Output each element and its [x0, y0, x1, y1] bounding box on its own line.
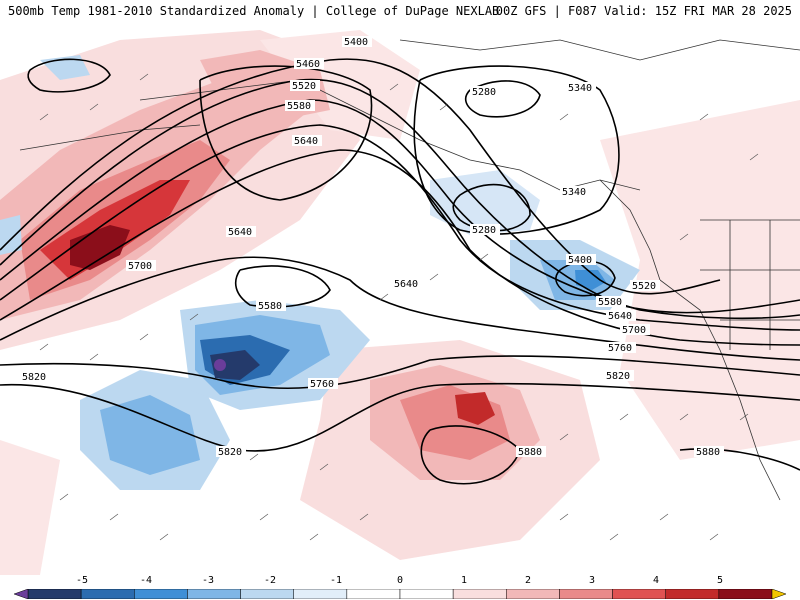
contour-label: 5880 [518, 447, 542, 458]
contour-5340 [413, 65, 620, 235]
colorbar-tick: -5 [75, 575, 89, 586]
cold-anomaly-light [0, 215, 22, 255]
contour-label: 5580 [598, 297, 622, 308]
colorbar-cell [187, 589, 241, 599]
colorbar-cell [612, 589, 666, 599]
contour-label: 5640 [228, 227, 252, 238]
contour-labels: 5400 5460 5520 5580 5640 5640 5700 5580 … [20, 36, 724, 458]
colorbar-tick: 5 [716, 575, 724, 586]
contour-label: 5880 [696, 447, 720, 458]
contour-5460 [0, 78, 800, 314]
colorbar-cell [559, 589, 613, 599]
colorbar-cell [452, 589, 507, 599]
contour-5280 [452, 183, 531, 232]
contour-5520 [0, 99, 800, 320]
anomaly-map: 5400 5460 5520 5580 5640 5640 5700 5580 … [0, 20, 800, 575]
warm-anomaly-extreme [70, 225, 130, 270]
bc-coastline [599, 179, 781, 501]
contour-label: 5820 [606, 371, 630, 382]
contour-5640 [0, 149, 800, 346]
contour-label: 5520 [292, 81, 316, 92]
contour-label: 5520 [632, 281, 656, 292]
contour-label: 5820 [218, 447, 242, 458]
contour-5400 [0, 58, 721, 295]
model-run-info: 00Z GFS | F087 Valid: 15Z FRI MAR 28 202… [495, 4, 792, 18]
contour-label: 5280 [472, 87, 496, 98]
anomaly-colorbar: -5 -4 -3 -2 -1 0 1 2 3 4 5 [0, 575, 800, 600]
colorbar-tick: 1 [460, 575, 468, 586]
state-borders [700, 219, 800, 350]
cold-anomaly-extreme [214, 359, 226, 371]
colorbar-tick: -3 [201, 575, 215, 586]
colorbar-cell [506, 589, 560, 599]
colorbar-tick: 2 [524, 575, 532, 586]
north-coastline [399, 39, 800, 61]
contour-label: 5580 [258, 301, 282, 312]
contour-5280 [464, 80, 541, 118]
colorbar-tick: 3 [588, 575, 596, 586]
contour-label: 5400 [568, 255, 592, 266]
contour-5580 [0, 124, 800, 331]
contour-5580-low [234, 265, 331, 308]
alaska-coastline [139, 79, 641, 191]
colorbar-tick: -1 [329, 575, 343, 586]
colorbar-cell [399, 589, 454, 599]
colorbar-cell [240, 589, 294, 599]
warm-anomaly-light [260, 30, 420, 140]
colorbar-cell [293, 589, 348, 599]
colorbar-cell [27, 589, 82, 599]
colorbar-tick: -2 [263, 575, 277, 586]
contour-label: 5640 [394, 279, 418, 290]
contour-5880 [420, 425, 521, 485]
colorbar-cell [346, 589, 401, 599]
colorbar-cell [665, 589, 720, 599]
contour-label: 5460 [296, 59, 320, 70]
warm-anomaly-stronger [455, 392, 495, 425]
contour-label: 5820 [22, 372, 46, 383]
colorbar-tick: -4 [139, 575, 153, 586]
height-contours [0, 58, 800, 485]
colorbar-cell [134, 589, 188, 599]
contour-5640-closed [199, 65, 373, 201]
contour-label: 5760 [310, 379, 334, 390]
contour-label: 5340 [562, 187, 586, 198]
map-canvas: 5400 5460 5520 5580 5640 5640 5700 5580 … [0, 30, 800, 575]
contour-ring-ne [27, 58, 111, 93]
colorbar-cell [80, 589, 135, 599]
cold-anomaly-strong [575, 270, 606, 290]
header: 500mb Temp 1981-2010 Standardized Anomal… [0, 0, 800, 20]
colorbar-tick: 4 [652, 575, 660, 586]
contour-label: 5640 [608, 311, 632, 322]
contour-5820 [0, 382, 800, 452]
cold-anomaly-mid [100, 395, 200, 475]
map-title: 500mb Temp 1981-2010 Standardized Anomal… [8, 4, 500, 18]
contour-label: 5760 [608, 343, 632, 354]
contour-label: 5640 [294, 136, 318, 147]
contour-label: 5400 [344, 37, 368, 48]
anomaly-shading [0, 30, 800, 575]
contour-label: 5700 [128, 261, 152, 272]
aleutian-coastline [19, 124, 201, 151]
colorbar-strip [14, 589, 786, 599]
colorbar-cell [718, 589, 773, 599]
colorbar-tick: 0 [396, 575, 404, 586]
contour-label: 5580 [287, 101, 311, 112]
contour-label: 5340 [568, 83, 592, 94]
cold-anomaly-strong [210, 350, 260, 380]
contour-label: 5700 [622, 325, 646, 336]
coastlines [19, 39, 800, 501]
warm-anomaly-light [0, 440, 60, 575]
contour-label: 5280 [472, 225, 496, 236]
wind-barbs [39, 73, 759, 541]
contour-5760 [0, 355, 800, 390]
